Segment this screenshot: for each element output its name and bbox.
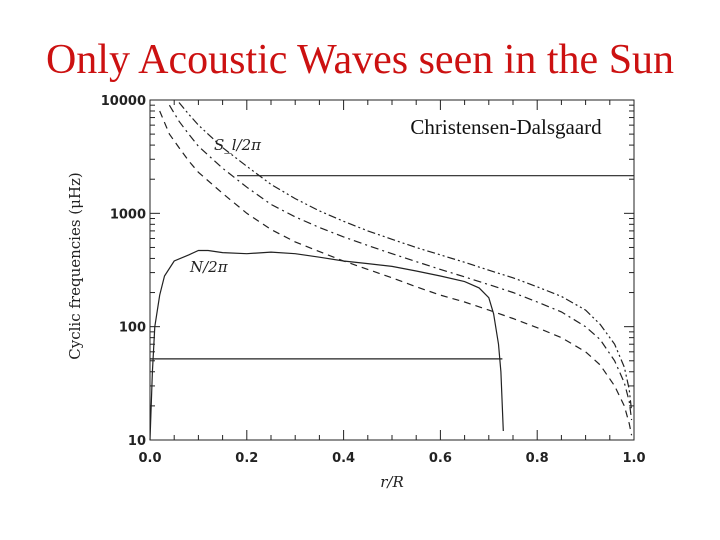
series-line-3 bbox=[178, 102, 633, 412]
y-tick-label: 10000 bbox=[101, 94, 146, 109]
x-tick-label: 0.0 bbox=[138, 451, 161, 466]
curve-label-n: N/2π bbox=[189, 258, 229, 276]
y-tick-label: 10 bbox=[128, 434, 146, 449]
slide-title: Only Acoustic Waves seen in the Sun bbox=[45, 37, 675, 83]
x-tick-label: 0.4 bbox=[332, 451, 355, 466]
series-line-1 bbox=[159, 110, 633, 436]
chart-annotation: Christensen-Dalsgaard bbox=[410, 115, 602, 139]
series-line-0 bbox=[149, 249, 504, 441]
chart-series-group bbox=[149, 102, 634, 441]
chart-ticks: 0.0 0.2 0.4 0.6 0.8 1.0 10 100 1000 10000 bbox=[101, 94, 646, 466]
x-tick-label: 0.8 bbox=[526, 451, 549, 466]
x-tick-label: 0.2 bbox=[235, 451, 258, 466]
x-tick-label: 0.6 bbox=[429, 451, 452, 466]
y-tick-label: 1000 bbox=[110, 207, 146, 222]
y-axis-label: Cyclic frequencies (μHz) bbox=[66, 172, 84, 360]
x-axis-label: r/R bbox=[380, 473, 404, 491]
y-tick-label: 100 bbox=[119, 321, 146, 336]
x-tick-label: 1.0 bbox=[622, 451, 645, 466]
curve-label-s: S_l/2π bbox=[214, 136, 262, 154]
